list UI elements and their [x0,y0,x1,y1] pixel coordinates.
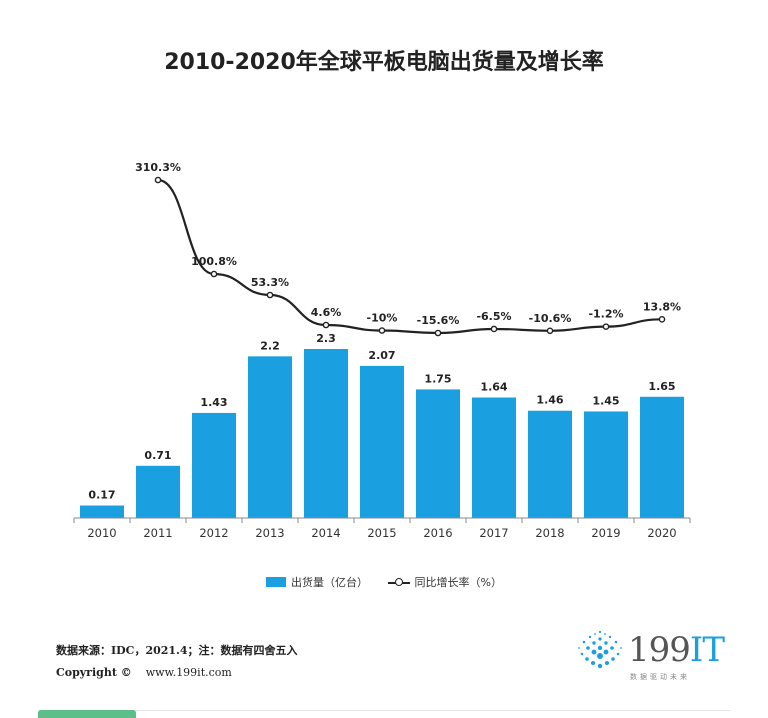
growth-label-2016: -15.6% [417,314,460,327]
growth-label-2019: -1.2% [588,308,623,321]
bar-labels-group: 0.17 0.71 1.43 2.2 2.3 2.07 1.75 1.64 1.46 1.45 1.… [88,332,675,502]
logo-dots-icon [578,630,622,669]
x-tick-label-2016: 2016 [423,526,452,540]
x-tick-label-2020: 2020 [647,526,676,540]
x-tick-label-2019: 2019 [591,526,620,540]
x-tick-label-2014: 2014 [311,526,340,540]
growth-point-2017 [490,325,498,333]
x-tick-label-2013: 2013 [255,526,284,540]
bar-label-2016: 1.75 [424,372,451,385]
logo: 199IT 数据驱动未来 [574,626,725,686]
bar-label-2013: 2.2 [260,339,280,352]
bar-2017 [472,397,516,518]
bottom-divider [38,710,730,711]
bar-2019 [584,411,628,518]
growth-point-2014 [322,321,330,329]
footer: 数据来源：IDC，2021.4；注：数据有四舍五入 Copyright © ww… [56,640,298,684]
bar-2016 [416,389,460,518]
logo-brand-num: 199 [628,630,691,670]
bar-2015 [360,365,404,518]
growth-point-2013 [266,291,274,299]
bar-label-2020: 1.65 [648,380,675,393]
x-tick-label-2010: 2010 [87,526,116,540]
bottom-tab-indicator [38,710,136,718]
legend-line-swatch [387,577,410,587]
growth-label-2020: 13.8% [643,300,681,313]
bar-label-2011: 0.71 [144,449,171,462]
growth-label-2017: -6.5% [476,310,511,323]
growth-label-2012: 100.8% [191,255,237,268]
x-ticks-group [73,518,691,523]
growth-label-2014: 4.6% [311,306,342,319]
bar-label-2019: 1.45 [592,394,619,407]
bar-label-2010: 0.17 [88,489,115,502]
x-tick-label-2015: 2015 [367,526,396,540]
bar-label-2015: 2.07 [368,349,395,362]
chart-title: 2010-2020年全球平板电脑出货量及增长率 [164,50,604,75]
logo-brand: 199IT [628,630,725,670]
growth-point-2016 [434,329,442,337]
growth-rate-labels-group: 310.3% 100.8% 53.3% 4.6% -10% -15.6% -6.5% -10.… [135,161,681,327]
x-tick-label-2017: 2017 [479,526,508,540]
bars-group [80,349,684,518]
legend-bar-swatch [266,577,287,587]
growth-label-2011: 310.3% [135,161,181,174]
logo-brand-it: IT [689,630,725,670]
bar-label-2014: 2.3 [316,332,336,345]
legend-line-label: 同比增长率（%） [414,576,502,589]
footer-source: 数据来源：IDC，2021.4；注：数据有四舍五入 [56,644,298,657]
bar-2011 [136,465,180,518]
logo-slogan: 数据驱动未来 [630,673,690,681]
bar-label-2018: 1.46 [536,394,563,407]
bar-label-2017: 1.64 [480,380,507,393]
x-tick-label-2012: 2012 [199,526,228,540]
growth-point-2012 [210,270,218,278]
legend: 出货量（亿台） 同比增长率（%） [0,574,768,590]
legend-item-growth: 同比增长率（%） [387,574,502,590]
growth-point-2019 [602,323,610,330]
bar-2010 [80,505,124,518]
legend-item-shipments: 出货量（亿台） [266,574,368,590]
footer-website[interactable]: www.199it.com [145,666,232,679]
x-tick-labels-group: 2010 2011 2012 2013 2014 2015 2016 2017 2018 2019… [87,526,676,540]
x-tick-label-2011: 2011 [143,526,172,540]
growth-point-2015 [378,327,386,334]
bar-2012 [192,412,236,518]
bar-2020 [640,396,684,518]
growth-point-2011 [154,176,162,184]
growth-point-2020 [658,316,666,323]
bar-label-2012: 1.43 [200,396,227,409]
growth-label-2015: -10% [367,312,398,325]
x-tick-label-2018: 2018 [535,526,564,540]
growth-label-2018: -10.6% [529,312,572,325]
growth-rate-points-group [154,176,666,337]
legend-bar-label: 出货量（亿台） [291,576,369,589]
footer-copyright: Copyright © [56,666,132,679]
growth-label-2013: 53.3% [251,276,289,289]
bar-2018 [528,410,572,518]
growth-point-2018 [546,327,554,335]
bar-2013 [248,356,292,518]
bar-2014 [304,349,348,518]
